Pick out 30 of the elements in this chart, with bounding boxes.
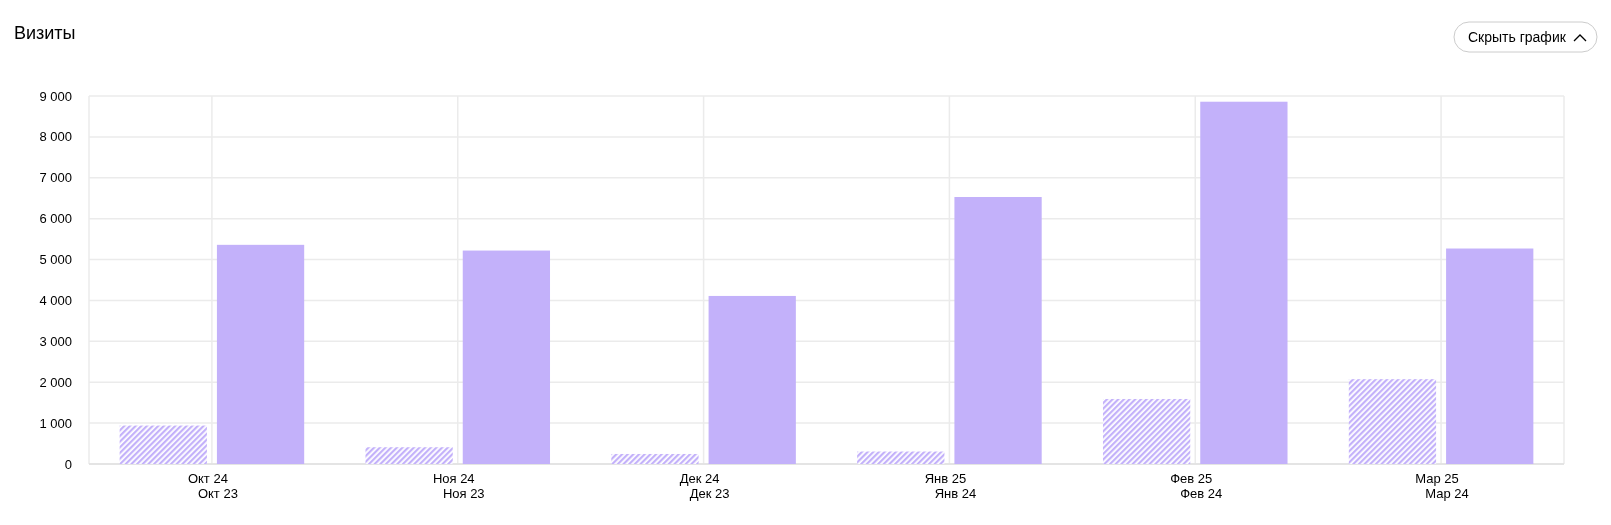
x-tick-label: Окт 24 Окт 23: [187, 471, 238, 501]
bar: [1102, 398, 1191, 464]
bar: [857, 451, 945, 464]
x-tick-label: Дек 24 Дек 23: [679, 471, 730, 501]
y-tick-label: 3 000: [39, 333, 72, 349]
text: Скрыть график: [1468, 29, 1567, 45]
bar: [954, 197, 1042, 464]
x-tick-label: Ноя 24 Ноя 23: [432, 471, 485, 501]
y-tick-label: 8 000: [39, 129, 72, 145]
y-tick-label: 1 000: [39, 415, 72, 431]
y-tick-label: 7 000: [39, 170, 72, 186]
bar: [119, 425, 207, 464]
bar: [1348, 379, 1437, 464]
y-tick-label: 4 000: [39, 292, 72, 308]
bar: [611, 453, 699, 464]
y-tick-label: 0: [64, 456, 72, 472]
x-tick-label: Фев 25 Фев 24: [1170, 471, 1223, 501]
y-tick-label: 6 000: [39, 211, 72, 227]
y-tick-label: 2 000: [39, 374, 72, 390]
bar: [216, 244, 305, 464]
bar: [1446, 248, 1534, 464]
y-tick-label: 9 000: [39, 88, 72, 104]
x-tick-label: Мар 25 Мар 24: [1415, 471, 1469, 501]
bar: [462, 250, 551, 464]
chart-title: Визиты: [14, 23, 76, 43]
x-tick-label: Янв 25 Янв 24: [924, 471, 977, 501]
bar: [708, 295, 796, 464]
y-tick-label: 5 000: [39, 252, 72, 268]
bar: [1200, 101, 1288, 464]
bar: [365, 447, 453, 464]
